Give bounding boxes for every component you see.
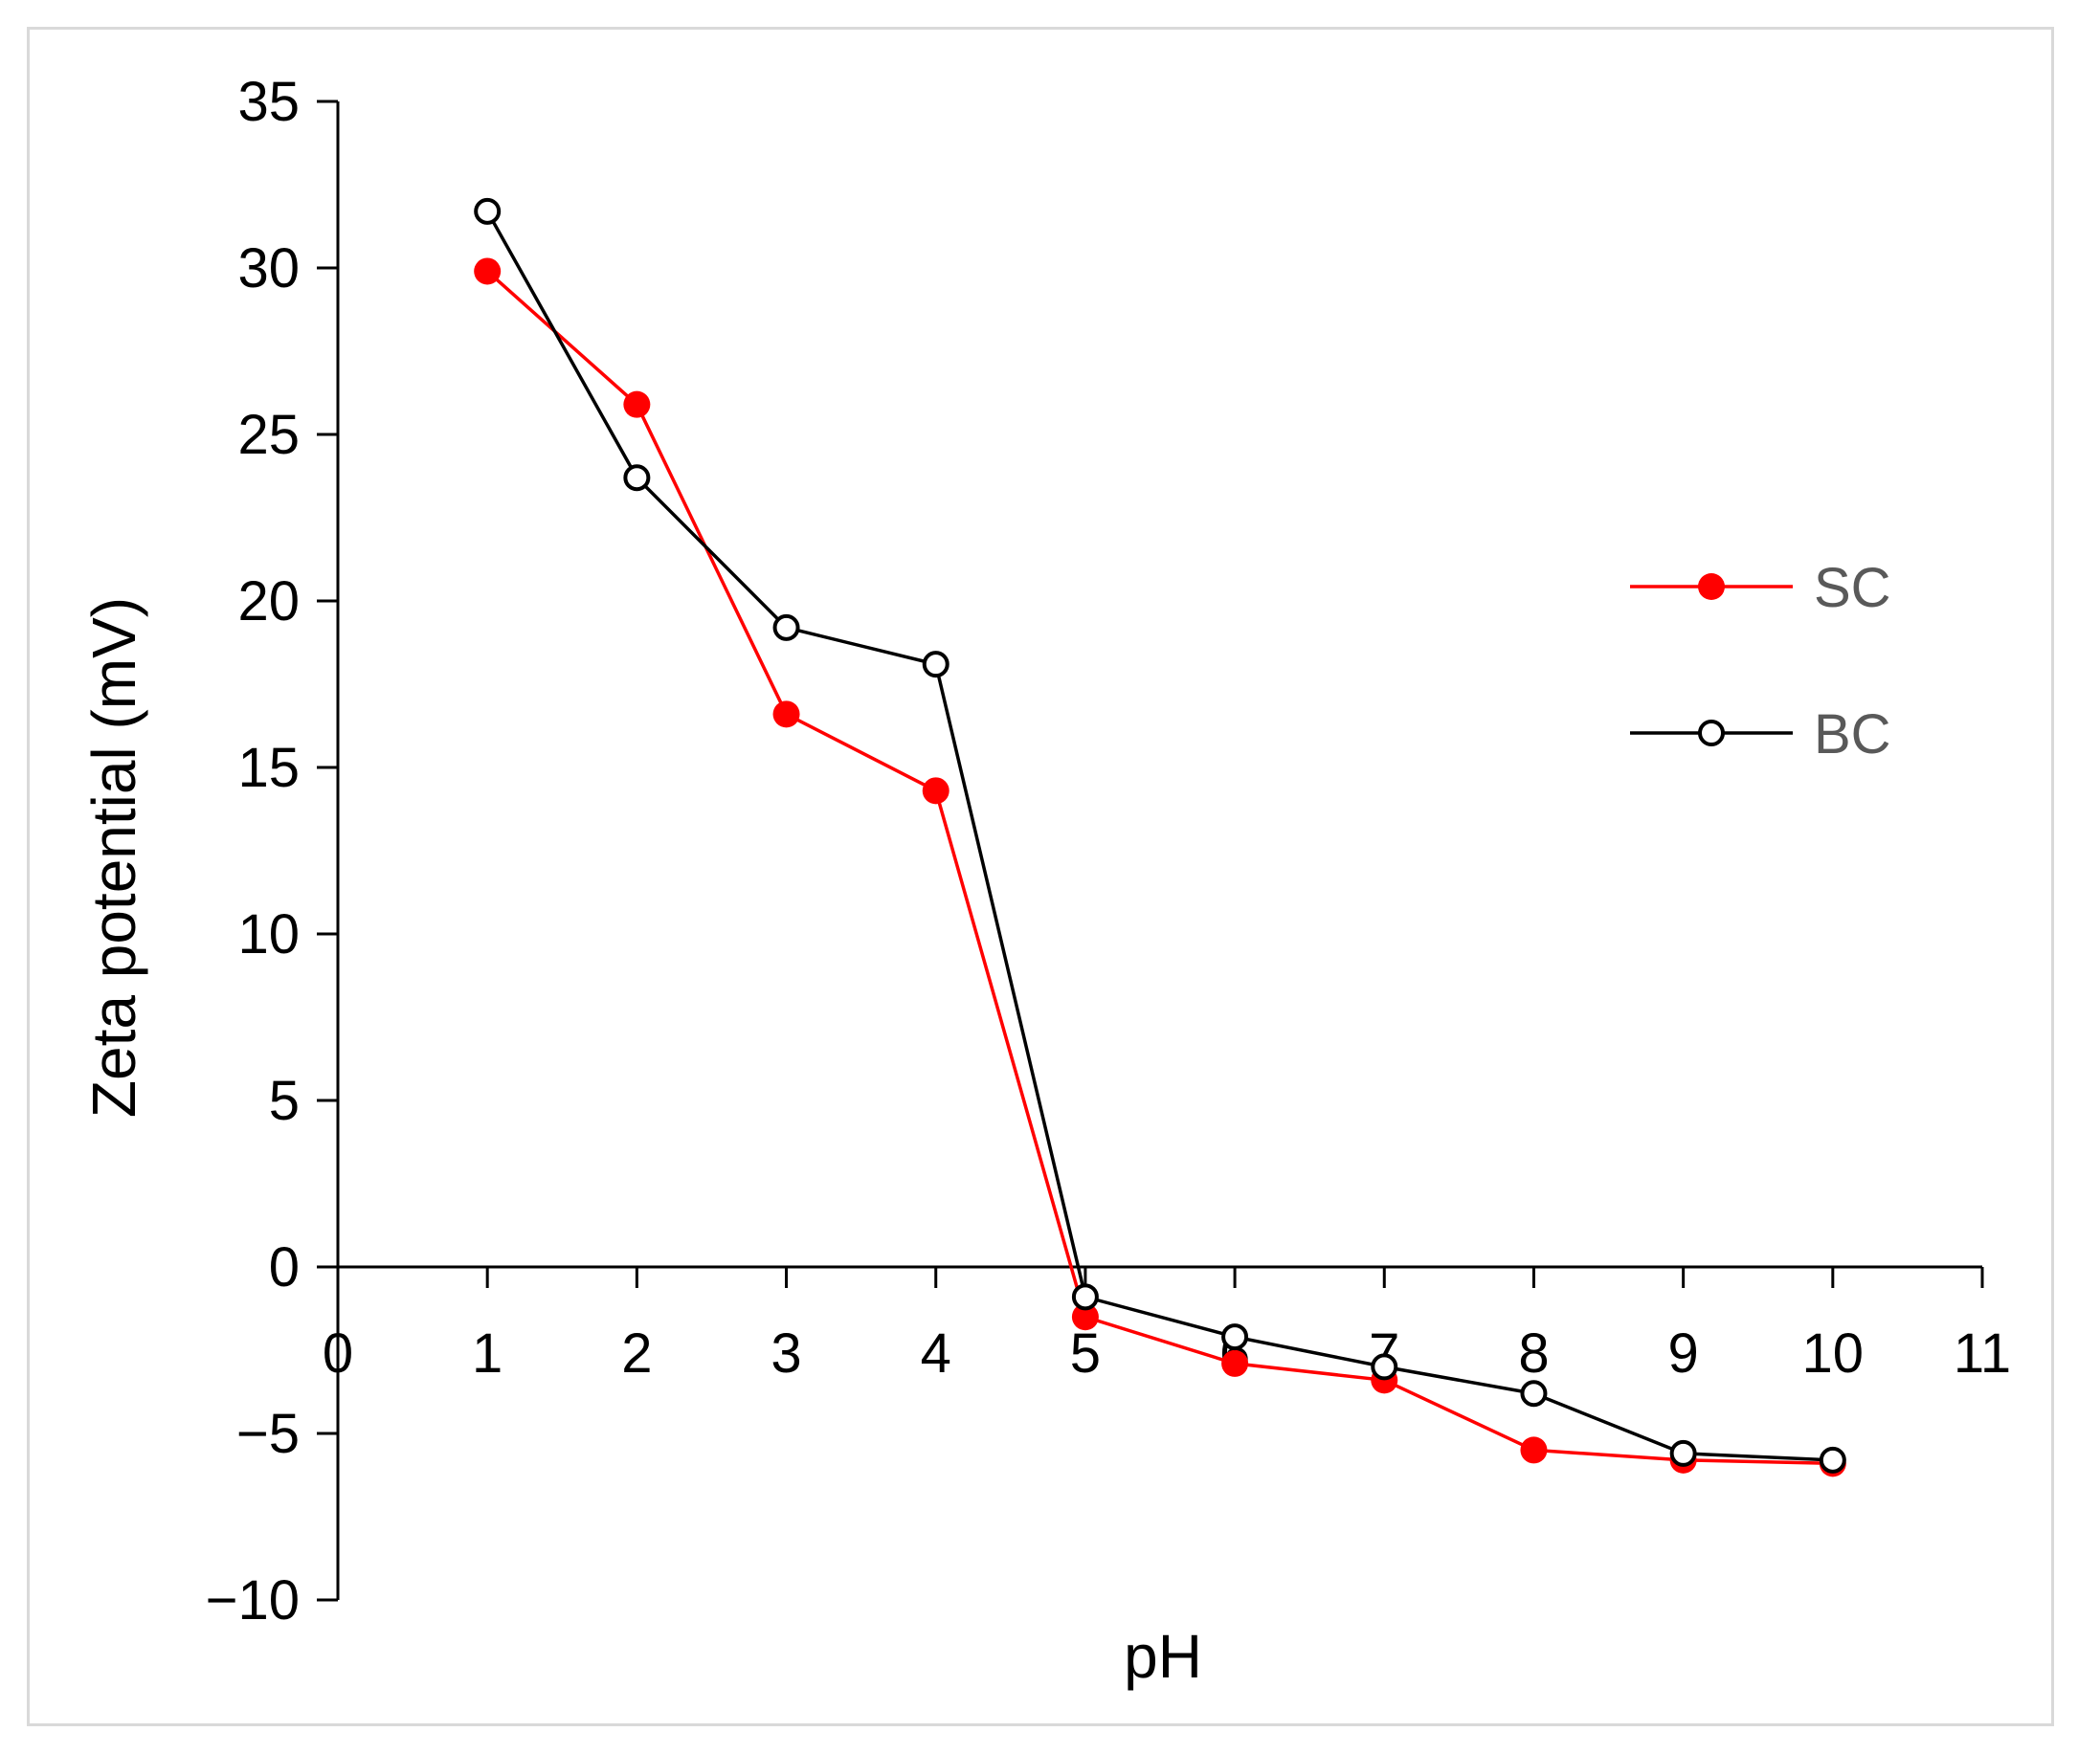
data-point-bc xyxy=(1819,1446,1846,1474)
series-line-bc xyxy=(485,210,1833,1462)
x-tick-label: 11 xyxy=(1954,1322,2011,1385)
series-layer xyxy=(474,197,1846,1477)
data-point-bc xyxy=(623,464,651,492)
y-tick-label: −10 xyxy=(206,1569,300,1632)
legend-marker-sc xyxy=(1698,573,1725,600)
y-tick-label: 15 xyxy=(237,737,300,799)
legend-label-sc: SC xyxy=(1814,557,1891,619)
data-point-bc xyxy=(1371,1353,1398,1381)
y-tick-label: 5 xyxy=(269,1070,300,1132)
y-tick-label: 0 xyxy=(269,1236,300,1299)
x-tick-label: 10 xyxy=(1802,1322,1865,1385)
axes: −10−50510152025303501234567891011 xyxy=(206,71,2012,1632)
data-point-bc xyxy=(772,613,800,641)
x-tick-label: 9 xyxy=(1668,1322,1699,1385)
y-tick-label: 30 xyxy=(237,237,300,300)
data-point-sc xyxy=(1520,1436,1548,1464)
data-point-sc xyxy=(1071,1303,1099,1331)
x-tick-label: 4 xyxy=(921,1322,951,1385)
y-tick-label: 25 xyxy=(237,404,300,466)
data-point-sc xyxy=(1221,1349,1249,1377)
y-tick-label: 35 xyxy=(237,71,300,133)
data-point-sc xyxy=(474,257,502,285)
zeta-potential-chart: −10−50510152025303501234567891011 pH Zet… xyxy=(79,71,2012,1691)
series-line-sc xyxy=(486,270,1833,1466)
y-tick-label: 20 xyxy=(237,570,300,633)
x-tick-label: 1 xyxy=(472,1322,503,1385)
y-tick-label: −5 xyxy=(236,1403,300,1465)
x-tick-label: 5 xyxy=(1070,1322,1101,1385)
data-point-sc xyxy=(623,390,651,418)
data-point-bc xyxy=(1071,1283,1099,1311)
x-tick-label: 8 xyxy=(1518,1322,1549,1385)
x-tick-label: 2 xyxy=(621,1322,652,1385)
x-axis-title: pH xyxy=(1124,1622,1202,1691)
legend-marker-bc xyxy=(1698,720,1725,746)
data-point-bc xyxy=(922,651,949,678)
x-tick-label: 3 xyxy=(771,1322,801,1385)
series-sc xyxy=(474,257,1846,1477)
series-bc xyxy=(474,197,1846,1474)
chart-frame: −10−50510152025303501234567891011 pH Zet… xyxy=(27,27,2054,1726)
y-tick-label: 10 xyxy=(237,903,300,966)
x-tick-label: 0 xyxy=(323,1322,353,1385)
data-point-bc xyxy=(1221,1323,1249,1351)
legend-label-bc: BC xyxy=(1814,703,1891,766)
data-point-sc xyxy=(772,700,800,728)
legend: SC BC xyxy=(1630,557,1891,766)
data-point-bc xyxy=(1669,1439,1697,1467)
data-point-bc xyxy=(474,197,502,225)
data-point-sc xyxy=(922,777,949,805)
y-axis-title: Zeta potential (mV) xyxy=(79,597,148,1118)
data-point-bc xyxy=(1520,1380,1548,1408)
